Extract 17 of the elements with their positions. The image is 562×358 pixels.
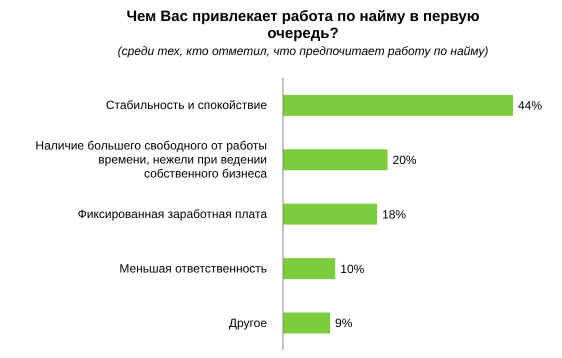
bar <box>283 204 378 225</box>
y-tick-label: Наличие большего свободного от работы времени, нежели при ведении собственного бизнеса <box>35 138 268 181</box>
y-tick-label: Другое <box>228 316 268 330</box>
data-label: 10% <box>340 262 365 276</box>
bar <box>283 312 330 334</box>
y-tick-label: Меньшая ответственность <box>119 261 267 276</box>
y-tick-label: Стабильность и спокойствие <box>106 98 268 112</box>
y-tick-label: Фиксированная заработная плата <box>78 207 268 221</box>
data-label: 9% <box>335 316 353 330</box>
data-label: 44% <box>518 98 542 113</box>
bar <box>283 258 336 280</box>
chart-subtitle: (среди тех, кто отметил, что предпочитает работу по найму) <box>116 44 490 58</box>
bar <box>283 94 513 116</box>
data-label: 18% <box>382 207 406 222</box>
data-label: 20% <box>392 153 417 168</box>
bar <box>283 149 388 170</box>
chart-title: Чем Вас привлекает работа по найму в первую очередь? <box>125 8 481 42</box>
